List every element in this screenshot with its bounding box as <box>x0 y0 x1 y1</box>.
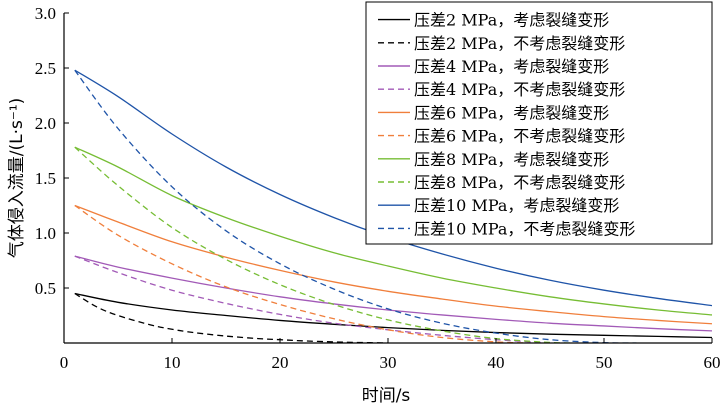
x-tick-label: 40 <box>488 353 505 372</box>
legend-label: 压差10 MPa，考虑裂缝变形 <box>414 196 619 215</box>
x-tick-label: 30 <box>380 353 397 372</box>
series-line-10 <box>74 69 637 343</box>
legend-label: 压差2 MPa，不考虑裂缝变形 <box>414 34 625 53</box>
x-tick-label: 60 <box>704 353 721 372</box>
y-tick-label: 0.5 <box>35 279 56 298</box>
y-tick-label: 3.0 <box>35 4 56 23</box>
y-tick-label: 2.5 <box>35 59 56 78</box>
series-line-6 <box>74 204 529 343</box>
legend-label: 压差6 MPa，不考虑裂缝变形 <box>414 127 625 146</box>
x-axis-title: 时间/s <box>362 386 411 406</box>
y-tick-label: 2.0 <box>35 114 56 133</box>
series-line-8 <box>74 146 572 343</box>
y-tick-label: 1.0 <box>35 224 56 243</box>
legend-label: 压差6 MPa，考虑裂缝变形 <box>414 103 609 122</box>
series-line-2 <box>74 292 389 343</box>
legend-label: 压差4 MPa，考虑裂缝变形 <box>414 57 609 76</box>
legend-label: 压差8 MPa，考虑裂缝变形 <box>414 150 609 169</box>
series-line-5 <box>74 204 712 325</box>
legend-box <box>365 1 713 245</box>
series-line-1 <box>74 292 712 339</box>
y-tick-label: 1.5 <box>35 169 56 188</box>
x-tick-label: 50 <box>596 353 613 372</box>
series-line-3 <box>74 255 712 332</box>
y-axis-title: 气体侵入流量/(L·s⁻¹) <box>7 98 27 259</box>
x-tick-label: 0 <box>60 353 69 372</box>
legend-label: 压差4 MPa，不考虑裂缝变形 <box>414 80 625 99</box>
legend-label: 压差8 MPa，不考虑裂缝变形 <box>414 173 625 192</box>
legend-label: 压差10 MPa，不考虑裂缝变形 <box>414 219 635 238</box>
legend-label: 压差2 MPa，考虑裂缝变形 <box>414 11 609 30</box>
series-line-4 <box>74 255 551 343</box>
series-line-7 <box>74 146 712 316</box>
series-layer <box>74 69 712 343</box>
x-tick-label: 10 <box>164 353 181 372</box>
x-tick-label: 20 <box>272 353 289 372</box>
ticks-layer: 0 10 20 30 40 50 60 0.5 1.0 1.5 2.0 2.5 3.0 <box>35 4 721 372</box>
